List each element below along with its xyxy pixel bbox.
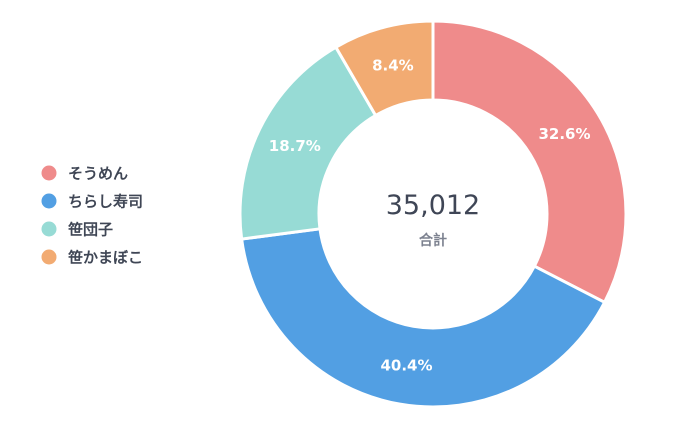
legend-label: ちらし寿司 (68, 193, 143, 211)
slice-2[interactable] (240, 227, 607, 409)
legend-swatch (41, 249, 57, 265)
legend-label: 笹かまぼこ (68, 249, 143, 267)
legend-item-1[interactable]: そうめん (41, 165, 129, 183)
center-total: 35,012 (386, 190, 480, 221)
slice-label-1: 32.6% (538, 125, 590, 143)
legend-item-4[interactable]: 笹かまぼこ (41, 249, 144, 267)
legend-label: 笹団子 (68, 221, 113, 239)
slice-labels: 32.6% 40.4% 18.7% 8.4% (269, 56, 591, 374)
slice-label-3: 18.7% (269, 137, 321, 155)
slice-label-4: 8.4% (372, 56, 414, 74)
legend-item-2[interactable]: ちらし寿司 (41, 193, 144, 211)
legend-item-3[interactable]: 笹団子 (41, 221, 114, 239)
donut-slices (238, 19, 628, 409)
legend-swatch (41, 221, 57, 237)
center-caption: 合計 (419, 232, 447, 249)
slice-label-2: 40.4% (380, 357, 432, 375)
slice-4[interactable] (334, 19, 435, 117)
legend-label: そうめん (68, 165, 128, 183)
legend-swatch (41, 193, 57, 209)
slice-1[interactable] (431, 19, 628, 304)
legend-swatch (41, 165, 57, 181)
